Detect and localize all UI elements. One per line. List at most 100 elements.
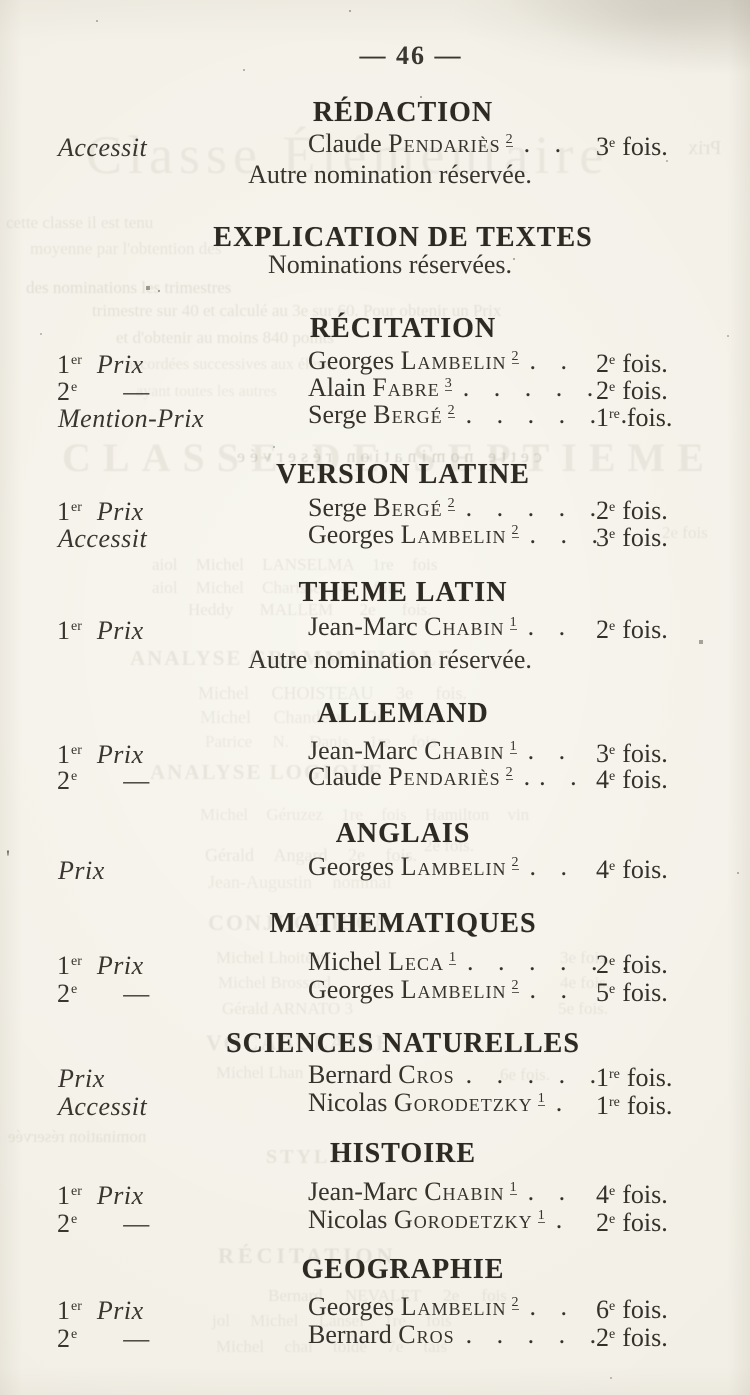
times-count: 2e fois. (596, 615, 668, 644)
prize-row: Accessit Claude Pendariès 2. . 3e fois. (0, 129, 750, 162)
student-name: Serge Bergé 2. . . . . (308, 493, 606, 522)
times-count: 5e fois. (596, 978, 668, 1007)
dot-leader: . . (529, 852, 577, 881)
paper-specks (0, 0, 2, 2)
dot-leader: . . . . . (465, 493, 606, 522)
footnote-ref: 1 (509, 615, 517, 630)
times-count: 3e fois. (596, 132, 668, 161)
section-title-sciences-naturelles: SCIENCES NATURELLES (226, 1028, 580, 1059)
section-note: Autre nomination réservée. (248, 160, 532, 189)
award-label: 1er Prix (57, 740, 144, 769)
student-name: Alain Fabre 3. . . . . (308, 373, 603, 402)
award-label: Prix (58, 856, 105, 885)
prize-row: 2e — Nicolas Gorodetzky 1. 2e fois. (0, 1205, 750, 1238)
dot-leader: . (555, 1205, 572, 1234)
prize-row: Mention-Prix Serge Bergé 2. . . . . . 1re… (0, 400, 750, 433)
dot-leader: . . . . . (465, 1060, 606, 1089)
times-count: 1re fois. (596, 403, 673, 432)
footnote-ref: 2 (511, 523, 519, 538)
dot-leader: . . . . . (462, 373, 603, 402)
prize-row: 1er Prix Serge Bergé 2. . . . . 2e fois. (0, 493, 750, 526)
footnote-ref: 2 (511, 349, 519, 364)
award-label: Accessit (58, 524, 148, 553)
student-name: Georges Lambelin 2. . (308, 1292, 577, 1321)
footnote-ref: 2 (511, 1295, 519, 1310)
award-label: Accessit (58, 133, 148, 162)
dot-leader: . . (523, 129, 571, 158)
section-note: Autre nomination réservée. (248, 645, 532, 674)
prize-row: 1er Prix Georges Lambelin 2. . 2e fois. (0, 346, 750, 379)
student-name: Michel Leca 1. . . . . . (308, 947, 638, 976)
award-label: 1er Prix (57, 350, 144, 379)
student-name: Claude Pendariès 2.. . (308, 762, 586, 791)
student-name: Nicolas Gorodetzky 1. (308, 1205, 572, 1234)
page-number: — 46 — (359, 41, 463, 70)
footnote-ref: 2 (511, 978, 519, 993)
prize-row: Accessit Georges Lambelin 2. . . 3e fois. (0, 520, 750, 553)
dot-leader: . . . (529, 520, 608, 549)
footnote-ref: 3 (444, 376, 452, 391)
student-name: Georges Lambelin 2. . . (308, 520, 608, 549)
footnote-ref: 2 (505, 765, 513, 780)
student-name: Georges Lambelin 2. . (308, 852, 577, 881)
student-name: Nicolas Gorodetzky 1. (308, 1088, 572, 1117)
award-label: 1er Prix (57, 1181, 144, 1210)
dot-leader: . . (527, 736, 575, 765)
times-count: 2e fois. (596, 1323, 668, 1352)
student-name: Jean-Marc Chabin 1. . (308, 1177, 575, 1206)
times-count: 4e fois. (596, 1180, 668, 1209)
award-label: 1er Prix (57, 497, 144, 526)
prize-row: Accessit Nicolas Gorodetzky 1. 1re fois. (0, 1088, 750, 1121)
times-count: 3e fois. (596, 739, 668, 768)
prize-row: 1er Prix Jean-Marc Chabin 1. . 2e fois. (0, 612, 750, 645)
footnote-ref: 2 (505, 132, 513, 147)
award-label: 2e — (57, 766, 150, 795)
dot-leader: . . . . . . (465, 400, 637, 429)
student-name: Serge Bergé 2. . . . . . (308, 400, 637, 429)
bleedthrough-text: des nominations les trimestres (26, 278, 232, 297)
award-label: 2e — (57, 377, 150, 406)
times-count: 1re fois. (596, 1091, 673, 1120)
footnote-ref: 1 (509, 739, 517, 754)
prize-row: 2e — Bernard Cros. . . . . 2e fois. (0, 1320, 750, 1353)
prize-row: Prix Bernard Cros. . . . . 1re fois. (0, 1060, 750, 1093)
section-title-anglais: ANGLAIS (335, 818, 471, 849)
award-label: 2e — (57, 1324, 150, 1353)
prize-row: 1er Prix Jean-Marc Chabin 1. . 3e fois. (0, 736, 750, 769)
dot-leader: . (555, 1088, 572, 1117)
section-title-mathematiques: MATHEMATIQUES (269, 908, 537, 939)
footnote-ref: 1 (449, 950, 457, 965)
section-title-version-latine: VERSION LATINE (276, 459, 530, 490)
dot-leader: . . . . . . (467, 947, 638, 976)
dot-leader: . . (527, 1177, 575, 1206)
times-count: 2e fois. (596, 349, 668, 378)
award-label: 1er Prix (57, 1296, 144, 1325)
footnote-ref: 1 (537, 1208, 545, 1223)
dot-leader: . . (529, 975, 577, 1004)
award-label: 1er Prix (57, 616, 144, 645)
footnote-ref: 1 (537, 1091, 545, 1106)
student-name: Bernard Cros. . . . . (308, 1060, 606, 1089)
prize-row: Prix Georges Lambelin 2. . 4e fois. (0, 852, 750, 885)
prize-row: 1er Prix Michel Leca 1. . . . . . 2e fois. (0, 947, 750, 980)
dot-leader: . . (529, 1292, 577, 1321)
section-title-recitation: RÉCITATION (309, 313, 497, 344)
award-label: Mention-Prix (58, 404, 205, 433)
bleedthrough-text: aiol Michel LANSELMA 1re fois (152, 555, 438, 574)
dot-leader: . . . . . (465, 1320, 606, 1349)
student-name: Jean-Marc Chabin 1. . (308, 612, 575, 641)
section-title-allemand: ALLEMAND (317, 698, 489, 729)
footnote-ref: 2 (511, 855, 519, 870)
footnote-ref: 1 (509, 1180, 517, 1195)
student-name: Georges Lambelin 2. . (308, 975, 577, 1004)
student-name: Claude Pendariès 2. . (308, 129, 571, 158)
student-name: Jean-Marc Chabin 1. . (308, 736, 575, 765)
section-title-histoire: HISTOIRE (330, 1138, 476, 1169)
section-title-redaction: RÉDACTION (312, 97, 494, 128)
award-label: 2e — (57, 1209, 150, 1238)
award-label: 2e — (57, 979, 150, 1008)
student-name: Georges Lambelin 2. . (308, 346, 577, 375)
prize-row: 2e — Georges Lambelin 2. . 5e fois. (0, 975, 750, 1008)
times-count: 4e fois. (596, 855, 668, 884)
